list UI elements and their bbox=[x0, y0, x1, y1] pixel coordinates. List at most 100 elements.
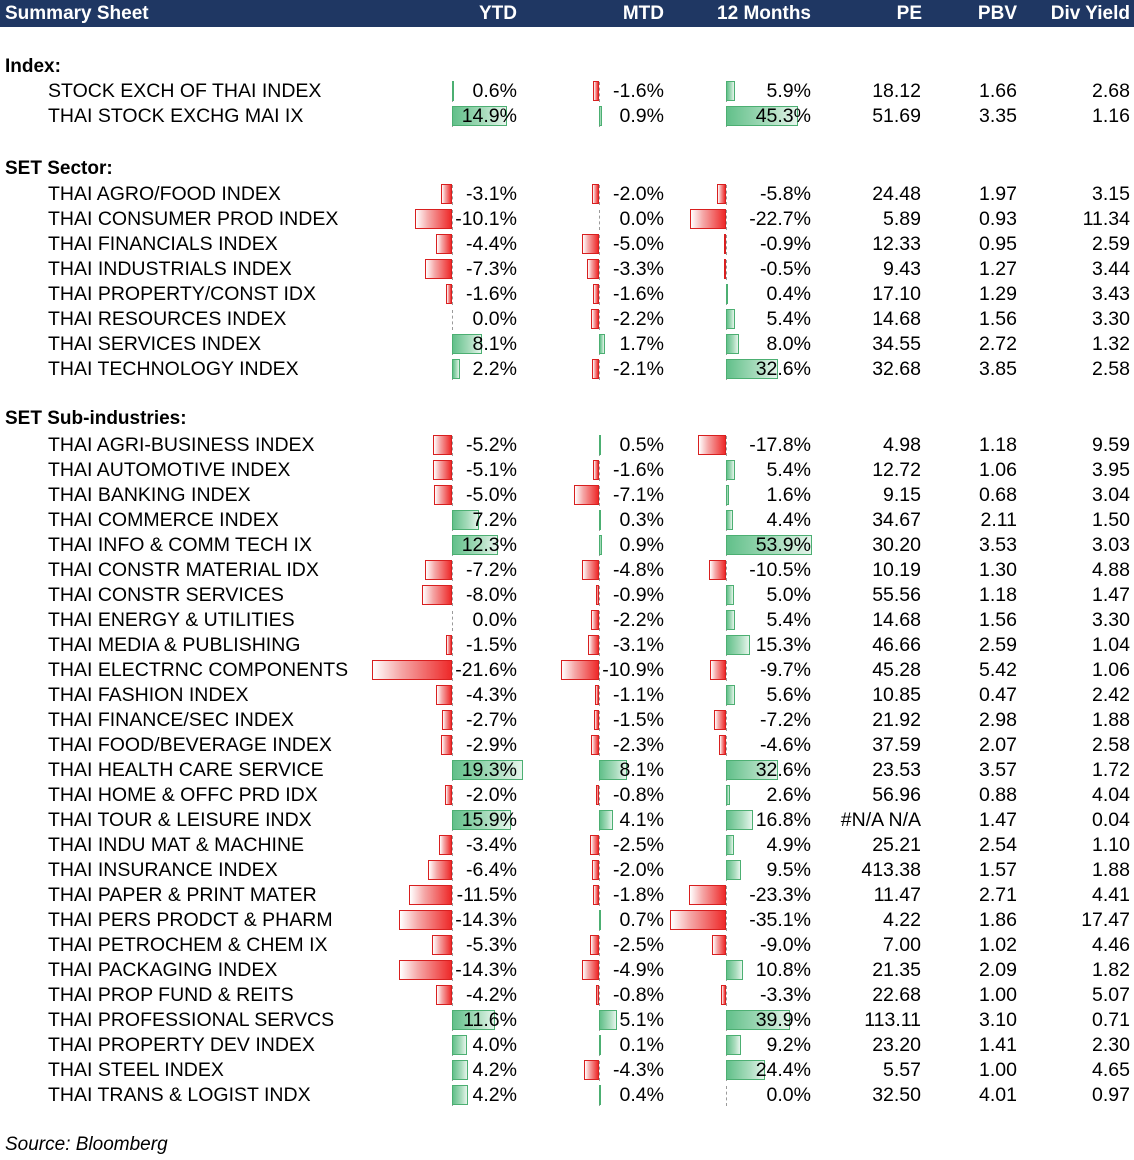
table-row[interactable]: THAI HOME & OFFC PRD IDX -2.0% -0.8% 2.6% 56… bbox=[0, 783, 1134, 808]
index-name: THAI BANKING INDEX bbox=[48, 484, 251, 506]
dy-value: 0.97 bbox=[1092, 1084, 1130, 1106]
table-row[interactable]: THAI INDUSTRIALS INDEX -7.3% -3.3% -0.5% 9.4… bbox=[0, 257, 1134, 282]
m12-value: -3.3% bbox=[760, 984, 811, 1006]
m12-value: -9.0% bbox=[760, 934, 811, 956]
table-row[interactable]: THAI TOUR & LEISURE INDX 15.9% 4.1% 16.8% #N… bbox=[0, 808, 1134, 833]
table-row[interactable]: THAI FOOD/BEVERAGE INDEX -2.9% -2.3% -4.6% 3… bbox=[0, 733, 1134, 758]
table-row[interactable]: THAI PROPERTY/CONST IDX -1.6% -1.6% 0.4% 17.… bbox=[0, 282, 1134, 307]
mtd-bar-axis bbox=[599, 185, 600, 205]
table-row[interactable]: THAI AUTOMOTIVE INDEX -5.1% -1.6% 5.4% 12.72… bbox=[0, 458, 1134, 483]
table-row[interactable]: THAI PROPERTY DEV INDEX 4.0% 0.1% 9.2% 23.20… bbox=[0, 1033, 1134, 1058]
dy-value: 11.34 bbox=[1082, 208, 1130, 230]
col-header-mtd[interactable]: MTD bbox=[622, 3, 664, 24]
dy-value: 3.15 bbox=[1092, 183, 1130, 205]
mtd-value: -1.5% bbox=[613, 709, 664, 731]
mtd-value: -2.1% bbox=[613, 358, 664, 380]
table-row[interactable]: THAI AGRI-BUSINESS INDEX -5.2% 0.5% -17.8% 4… bbox=[0, 433, 1134, 458]
ytd-value: 14.9% bbox=[461, 105, 517, 127]
table-row[interactable]: STOCK EXCH OF THAI INDEX 0.6% -1.6% 5.9% 18.… bbox=[0, 79, 1134, 104]
m12-data-bar bbox=[710, 660, 726, 680]
table-row[interactable]: THAI AGRO/FOOD INDEX -3.1% -2.0% -5.8% 24.48… bbox=[0, 182, 1134, 207]
ytd-bar-axis bbox=[452, 636, 453, 656]
m12-bar-axis bbox=[726, 210, 727, 230]
ytd-value: -7.2% bbox=[466, 559, 517, 581]
col-header-div-yield[interactable]: Div Yield bbox=[1050, 3, 1130, 24]
pbv-value: 0.95 bbox=[979, 233, 1017, 255]
table-row[interactable]: THAI FASHION INDEX -4.3% -1.1% 5.6% 10.85 0.4… bbox=[0, 683, 1134, 708]
ytd-data-bar bbox=[452, 106, 508, 126]
m12-data-bar bbox=[726, 1010, 790, 1030]
table-row[interactable]: THAI PAPER & PRINT MATER -11.5% -1.8% -23.3… bbox=[0, 883, 1134, 908]
mtd-bar-axis bbox=[599, 235, 600, 255]
m12-value: -35.1% bbox=[749, 909, 811, 931]
table-row[interactable]: THAI MEDIA & PUBLISHING -1.5% -3.1% 15.3% 46… bbox=[0, 633, 1134, 658]
index-name: THAI CONSUMER PROD INDEX bbox=[48, 208, 339, 230]
sheet-title: Summary Sheet bbox=[5, 3, 149, 24]
table-row[interactable]: THAI TRANS & LOGIST INDX 4.2% 0.4% 0.0% 32.5… bbox=[0, 1083, 1134, 1108]
ytd-data-bar bbox=[414, 209, 452, 229]
index-name: THAI PROFESSIONAL SERVCS bbox=[48, 1009, 335, 1031]
index-name: THAI PAPER & PRINT MATER bbox=[48, 884, 317, 906]
mtd-data-bar bbox=[593, 284, 599, 304]
m12-bar-axis bbox=[726, 561, 727, 581]
m12-value: 1.6% bbox=[766, 484, 811, 506]
table-row[interactable]: THAI STOCK EXCHG MAI IX 14.9% 0.9% 45.3% 51.… bbox=[0, 104, 1134, 129]
table-row[interactable]: THAI PROP FUND & REITS -4.2% -0.8% -3.3% 22.… bbox=[0, 983, 1134, 1008]
source-note: Source: Bloomberg bbox=[5, 1134, 168, 1155]
ytd-data-bar bbox=[433, 460, 452, 480]
ytd-bar-axis bbox=[452, 836, 453, 856]
table-row[interactable]: THAI PERS PRODCT & PHARM -14.3% 0.7% -35.1%… bbox=[0, 908, 1134, 933]
table-row[interactable]: THAI CONSTR SERVICES -8.0% -0.9% 5.0% 55.56 1… bbox=[0, 583, 1134, 608]
pe-value: 12.33 bbox=[872, 233, 921, 255]
mtd-bar-axis bbox=[599, 736, 600, 756]
ytd-data-bar bbox=[433, 485, 452, 505]
table-row[interactable]: THAI ELECTRNC COMPONENTS -21.6% -10.9% -9.7… bbox=[0, 658, 1134, 683]
table-row[interactable]: THAI FINANCIALS INDEX -4.4% -5.0% -0.9% 12.3… bbox=[0, 232, 1134, 257]
table-row[interactable]: THAI SERVICES INDEX 8.1% 1.7% 8.0% 34.55 2.72… bbox=[0, 332, 1134, 357]
pbv-value: 2.59 bbox=[979, 634, 1017, 656]
m12-value: 2.6% bbox=[766, 784, 811, 806]
table-row[interactable]: THAI INFO & COMM TECH IX 12.3% 0.9% 53.9% 30… bbox=[0, 533, 1134, 558]
col-header-pbv[interactable]: PBV bbox=[977, 3, 1017, 24]
ytd-value: -14.3% bbox=[455, 909, 517, 931]
mtd-value: -0.8% bbox=[613, 784, 664, 806]
mtd-bar-axis bbox=[599, 310, 600, 330]
pe-value: 23.20 bbox=[872, 1034, 921, 1056]
col-header-12-months[interactable]: 12 Months bbox=[717, 3, 811, 24]
table-row[interactable]: THAI BANKING INDEX -5.0% -7.1% 1.6% 9.15 0.68… bbox=[0, 483, 1134, 508]
table-row[interactable]: THAI INDU MAT & MACHINE -3.4% -2.5% 4.9% 25.… bbox=[0, 833, 1134, 858]
pbv-value: 1.57 bbox=[979, 859, 1017, 881]
m12-value: -23.3% bbox=[749, 884, 811, 906]
table-row[interactable]: THAI HEALTH CARE SERVICE 19.3% 8.1% 32.6% 23… bbox=[0, 758, 1134, 783]
m12-value: -9.7% bbox=[760, 659, 811, 681]
m12-value: 5.4% bbox=[766, 609, 811, 631]
index-name: THAI STOCK EXCHG MAI IX bbox=[48, 105, 304, 127]
m12-data-bar bbox=[726, 810, 753, 830]
mtd-data-bar bbox=[592, 885, 599, 905]
table-row[interactable]: THAI ENERGY & UTILITIES 0.0% -2.2% 5.4% 14.6… bbox=[0, 608, 1134, 633]
table-row[interactable]: THAI PETROCHEM & CHEM IX -5.3% -2.5% -9.0% 7… bbox=[0, 933, 1134, 958]
col-header-pe[interactable]: PE bbox=[896, 3, 922, 24]
dy-value: 1.06 bbox=[1092, 659, 1130, 681]
table-row[interactable]: THAI CONSUMER PROD INDEX -10.1% 0.0% -22.7%… bbox=[0, 207, 1134, 232]
table-row[interactable]: THAI INSURANCE INDEX -6.4% -2.0% 9.5% 413.38… bbox=[0, 858, 1134, 883]
table-row[interactable]: THAI FINANCE/SEC INDEX -2.7% -1.5% -7.2% 21.… bbox=[0, 708, 1134, 733]
table-row[interactable]: THAI TECHNOLOGY INDEX 2.2% -2.1% 32.6% 32.68… bbox=[0, 357, 1134, 382]
table-row[interactable]: THAI COMMERCE INDEX 7.2% 0.3% 4.4% 34.67 2.11… bbox=[0, 508, 1134, 533]
mtd-bar-axis bbox=[599, 461, 600, 481]
pe-value: 56.96 bbox=[872, 784, 921, 806]
table-row[interactable]: THAI STEEL INDEX 4.2% -4.3% 24.4% 5.57 1.00 4.… bbox=[0, 1058, 1134, 1083]
ytd-value: -11.5% bbox=[456, 884, 517, 906]
mtd-value: -2.0% bbox=[613, 183, 664, 205]
ytd-data-bar bbox=[409, 885, 452, 905]
table-row[interactable]: THAI PROFESSIONAL SERVCS 11.6% 5.1% 39.9% 11… bbox=[0, 1008, 1134, 1033]
mtd-value: 0.1% bbox=[619, 1034, 664, 1056]
pbv-value: 1.30 bbox=[979, 559, 1017, 581]
table-row[interactable]: THAI PACKAGING INDEX -14.3% -4.9% 10.8% 21.3… bbox=[0, 958, 1134, 983]
pe-value: 30.20 bbox=[872, 534, 921, 556]
table-row[interactable]: THAI RESOURCES INDEX 0.0% -2.2% 5.4% 14.68 1.… bbox=[0, 307, 1134, 332]
dy-value: 17.47 bbox=[1081, 909, 1130, 931]
table-row[interactable]: THAI CONSTR MATERIAL IDX -7.2% -4.8% -10.5%… bbox=[0, 558, 1134, 583]
col-header-ytd[interactable]: YTD bbox=[479, 3, 517, 24]
m12-bar-axis bbox=[726, 736, 727, 756]
